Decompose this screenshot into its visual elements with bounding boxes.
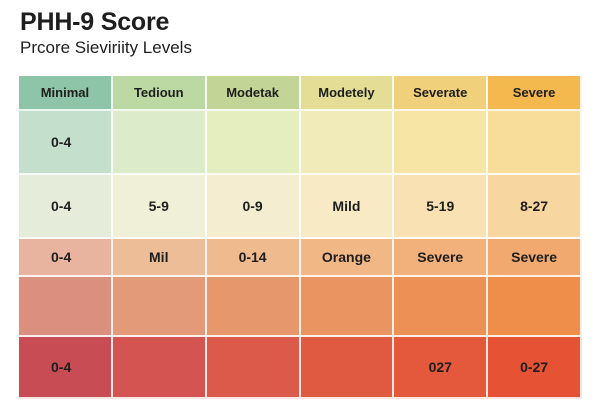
column-header: Severe [488,76,582,111]
table-cell [394,277,489,337]
column-header: Modetely [300,76,395,111]
table-cell [19,277,113,337]
table-cell [206,277,301,337]
severity-table: Minimal Tedioun Modetak Modetely Severate Sev… [18,75,583,400]
table-cell: Orange [300,239,395,277]
column-header: Modetak [206,76,301,111]
table-cell [394,111,489,175]
table-cell [300,111,395,175]
table-cell: 0-4 [19,175,113,239]
table-cell: Severe [394,239,489,277]
column-header: Severate [394,76,489,111]
table-cell [300,277,395,337]
table-cell: 0-4 [19,337,113,399]
table-cell: Severe [488,239,582,277]
table-cell [206,111,301,175]
table-cell [112,337,207,399]
table-cell: 8-27 [488,175,582,239]
table-cell: 027 [394,337,489,399]
table-cell: Mil [112,239,207,277]
page-subtitle: Prcore Sieviriity Levels [20,38,192,57]
table-cell: 0-9 [206,175,301,239]
table-cell [300,337,395,399]
table-cell [206,337,301,399]
table-cell [112,277,207,337]
column-header: Tedioun [112,76,207,111]
page-title: PHH-9 Score [20,8,170,36]
column-header: Minimal [19,76,113,111]
table-cell [112,111,207,175]
table-cell: 0-14 [206,239,301,277]
table-cell [488,277,582,337]
table-cell: 0-4 [19,239,113,277]
table-cell: 5-9 [112,175,207,239]
table-cell: 0-4 [19,111,113,175]
table-cell [488,111,582,175]
table-cell: Mild [300,175,395,239]
table-cell: 0-27 [488,337,582,399]
table-cell: 5-19 [394,175,489,239]
